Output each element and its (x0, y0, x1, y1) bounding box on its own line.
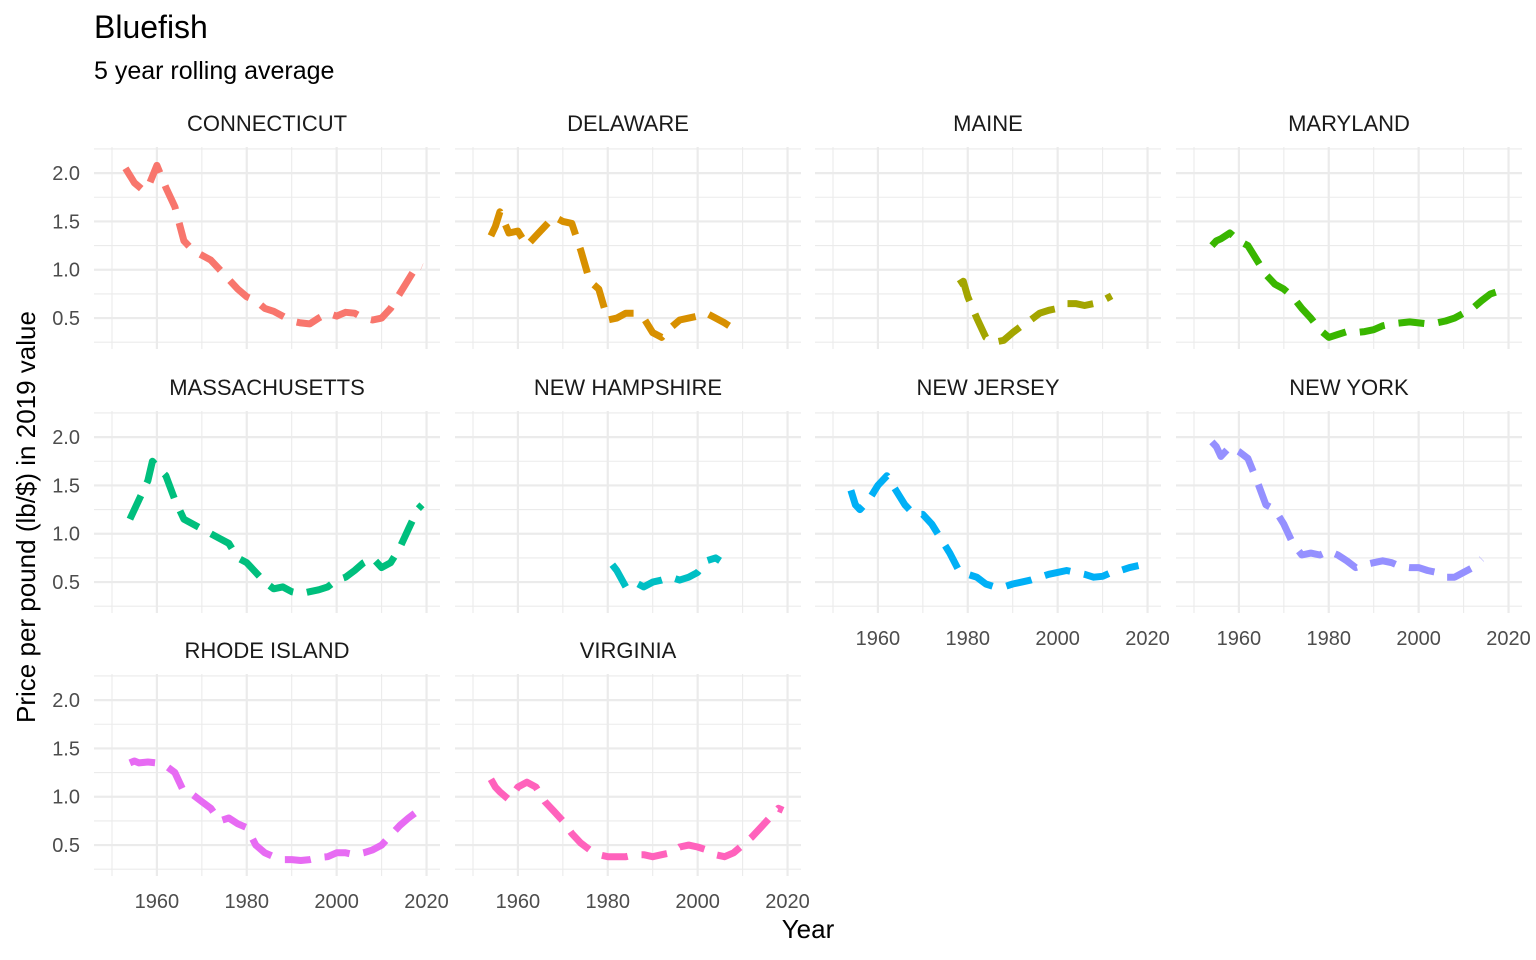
series-line (122, 161, 424, 328)
facet-panel: NEW HAMPSHIRE (455, 375, 801, 613)
x-tick-label: 2000 (675, 891, 720, 913)
series-line (126, 457, 425, 598)
y-tick-label: 1.5 (52, 738, 80, 760)
facet-panel: RHODE ISLAND 0.5 1.0 1.5 2.0 1960 1980 2000 2020 (52, 638, 449, 913)
y-tick-label: 1.0 (52, 787, 80, 809)
y-tick-label: 1.5 (52, 475, 80, 497)
y-tick-label: 1.5 (52, 211, 80, 233)
x-tick-label: 1980 (946, 628, 991, 650)
facet-panel: MASSACHUSETTS 0.5 1.0 1.5 2.0 (52, 375, 440, 613)
facet-strip-label: DELAWARE (567, 111, 689, 136)
chart-subtitle: 5 year rolling average (94, 57, 334, 85)
facet-strip-label: MASSACHUSETTS (169, 375, 365, 400)
facet-panel: DELAWARE (455, 111, 801, 349)
facet-strip-label: VIRGINIA (580, 638, 677, 663)
facet-panel: NEW YORK 1960 1980 2000 2020 (1176, 375, 1531, 650)
x-tick-label: 1980 (586, 891, 631, 913)
facet-panel: VIRGINIA 1960 1980 2000 2020 (455, 638, 810, 913)
facet-panel: CONNECTICUT 0.5 1.0 1.5 2.0 (52, 111, 440, 349)
series-line (487, 777, 785, 861)
x-tick-label: 1980 (225, 891, 270, 913)
facet-strip-label: NEW YORK (1289, 375, 1409, 400)
x-tick-label: 1960 (496, 891, 541, 913)
facet-panel: NEW JERSEY 1960 1980 2000 2020 (815, 375, 1170, 650)
series-line (1209, 439, 1485, 581)
y-tick-label: 0.5 (52, 835, 80, 857)
y-tick-label: 2.0 (52, 690, 80, 712)
x-tick-label: 2000 (314, 891, 359, 913)
x-tick-label: 2020 (404, 891, 449, 913)
y-tick-label: 0.5 (52, 308, 80, 330)
y-tick-label: 1.0 (52, 524, 80, 546)
series-line (847, 472, 1140, 591)
chart-title: Bluefish (94, 9, 208, 45)
facet-strip-label: NEW JERSEY (916, 375, 1059, 400)
facet-strip-label: RHODE ISLAND (184, 638, 349, 663)
x-tick-label: 1960 (135, 891, 180, 913)
x-tick-label: 1960 (1217, 628, 1262, 650)
facet-strip-label: CONNECTICUT (187, 111, 347, 136)
y-axis-title: Price per pound (lb/$) in 2019 value (11, 311, 41, 723)
series-line (956, 277, 1114, 346)
x-tick-label: 2000 (1396, 628, 1441, 650)
facet-strip-label: NEW HAMPSHIRE (534, 375, 722, 400)
x-tick-label: 2020 (1125, 628, 1170, 650)
x-tick-label: 2020 (1486, 628, 1531, 650)
facet-panel: MAINE (815, 111, 1161, 349)
x-axis-title: Year (782, 914, 835, 944)
facet-grid: CONNECTICUT 0.5 1.0 1.5 2.0 DELAWARE MAINE MARY… (52, 111, 1531, 913)
facet-strip-label: MAINE (953, 111, 1023, 136)
y-tick-label: 2.0 (52, 427, 80, 449)
series-line (487, 208, 731, 341)
series-line (1209, 229, 1505, 341)
x-tick-label: 2020 (765, 891, 810, 913)
x-tick-label: 1960 (856, 628, 901, 650)
y-tick-label: 2.0 (52, 163, 80, 185)
facet-strip-label: MARYLAND (1288, 111, 1410, 136)
facet-panel: MARYLAND (1176, 111, 1522, 349)
x-tick-label: 1980 (1307, 628, 1352, 650)
series-line (128, 757, 424, 864)
y-tick-label: 1.0 (52, 260, 80, 282)
x-tick-label: 2000 (1035, 628, 1080, 650)
y-tick-label: 0.5 (52, 572, 80, 594)
